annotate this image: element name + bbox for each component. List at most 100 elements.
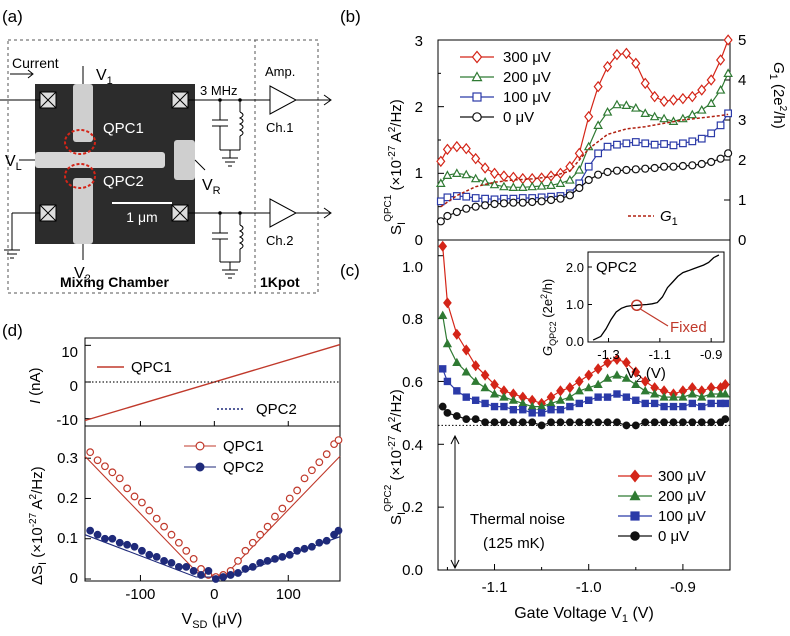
d-bottom-series-1-point-6	[130, 542, 139, 551]
b-legend-100: 100 μV	[503, 89, 551, 106]
b-series-3-point-2	[452, 207, 461, 217]
c-ytick-4: 0.8	[402, 311, 423, 328]
b-series-1-point-0	[436, 178, 446, 187]
b-legend-marker-3	[472, 112, 482, 122]
c-series-2-point-18	[603, 393, 612, 401]
b-series-3-point-20	[622, 165, 631, 175]
d-bottom-series-0-point-3	[108, 468, 117, 477]
c-series-1-point-16	[584, 382, 594, 392]
d-bottom-series-1-point-15	[197, 571, 205, 579]
d-bottom-series-1-point-29	[300, 544, 309, 553]
b-series-2-point-31	[724, 109, 733, 118]
d-bottom-series-0-point-20	[234, 556, 242, 565]
b-y2tick-5: 5	[738, 32, 746, 49]
c-series-3-point-1	[443, 408, 452, 417]
gate-v1	[73, 84, 93, 142]
c-series-1-point-23	[650, 389, 660, 398]
d-bottom-series-0-point-34	[334, 436, 343, 444]
c-series-3-point-13	[556, 418, 565, 427]
c-legend-marker-0	[629, 469, 641, 483]
d-bot-ytick-2: 0.2	[57, 490, 78, 507]
d-bot-ytick-3: 0.3	[57, 450, 78, 467]
d-top-ytick-1: 0	[70, 378, 78, 395]
b-series-2-point-5	[481, 194, 489, 203]
qpc1-marker	[64, 129, 96, 155]
c-series-2-point-2	[453, 387, 461, 395]
c-series-1-point-18	[602, 373, 613, 382]
b-legend-0: 0 μV	[503, 109, 534, 126]
b-series-1-point-18	[602, 106, 613, 116]
b-series-2-point-2	[452, 192, 461, 200]
d-bottom-series-1-point-27	[285, 550, 294, 559]
c-series-2-point-15	[575, 399, 583, 408]
b-series-0-point-30	[716, 54, 726, 66]
amp-label: Amp.	[265, 64, 295, 79]
d-bottom-series-1-point-32	[322, 536, 331, 545]
d-bottom-series-1-point-0	[86, 526, 95, 535]
c-series-1-point-27	[687, 389, 697, 398]
b-ytick-1: 1	[415, 165, 423, 182]
1kpot-box	[254, 39, 319, 294]
b-series-3-point-12	[546, 195, 556, 205]
b-y2tick-2: 2	[738, 152, 746, 169]
b-series-1-point-19	[612, 99, 622, 109]
d-bot-ytick-1: 0.1	[57, 530, 78, 547]
b-series-2-point-18	[603, 142, 612, 151]
b-series-3-point-30	[716, 154, 725, 163]
d-bottom-series-0-point-25	[271, 512, 279, 521]
current-label: Current	[12, 55, 59, 71]
c-series-0-point-20	[622, 356, 631, 369]
b-series-2-point-28	[697, 134, 706, 143]
b-series-0-point-29	[706, 74, 716, 86]
b-series-0-point-0	[436, 155, 446, 168]
d-legend2-qpc1: QPC1	[223, 438, 264, 455]
b-series-0-point-20	[621, 47, 631, 60]
b-series-3-point-4	[471, 202, 480, 211]
c-series-3-point-16	[584, 418, 593, 427]
b-series-1-point-31	[723, 68, 733, 77]
b-series-1-point-29	[706, 98, 716, 107]
b-series-1-point-10	[527, 181, 538, 191]
d-bottom-series-0-point-13	[182, 546, 191, 555]
c-series-2-point-23	[650, 399, 659, 408]
inset-ytick-0: 0.0	[566, 334, 584, 349]
c-legend-marker-1	[629, 490, 641, 501]
d-bottom-series-1-point-22	[248, 563, 257, 571]
b-series-0-point-1	[442, 143, 452, 156]
c-series-2-point-3	[462, 393, 470, 401]
c-series-2-point-10	[528, 409, 536, 417]
c-series-0-point-1	[443, 297, 452, 309]
v2-label: V2	[74, 265, 91, 285]
d-xtick-0: -100	[125, 586, 155, 603]
d-bottom-series-0-point-14	[189, 554, 198, 563]
d-bottom-series-1-point-28	[293, 546, 302, 555]
c-series-3-point-12	[547, 418, 555, 427]
b-series-3-point-23	[650, 163, 659, 173]
c-series-2-point-24	[660, 402, 668, 411]
c-series-2-point-27	[688, 399, 697, 408]
d-bottom-series-0-point-27	[285, 494, 294, 503]
c-series-3-point-24	[660, 418, 668, 427]
b-series-1-point-13	[555, 178, 566, 187]
c-xtick-0: -1.1	[482, 579, 508, 596]
c-series-3-point-28	[697, 418, 706, 427]
inset-xtick-2: -0.9	[700, 347, 722, 362]
b-series-0-point-25	[668, 94, 679, 106]
d-bottom-series-1-fit	[84, 534, 341, 578]
b-series-2-point-22	[641, 139, 650, 148]
b-series-3-point-13	[556, 194, 565, 203]
b-series-3-point-28	[697, 159, 706, 169]
d-legend-qpc1: QPC1	[131, 359, 172, 376]
c-series-0-point-4	[471, 360, 481, 372]
b-series-2-point-1	[443, 193, 452, 202]
d-bottom-series-0-point-32	[322, 450, 331, 459]
qpc1-label: QPC1	[103, 120, 144, 137]
d-xtick-2: 100	[276, 586, 301, 603]
b-series-0-point-2	[452, 140, 462, 153]
b-series-2-point-30	[716, 121, 725, 130]
c-series-1-point-28	[697, 392, 707, 401]
b-series-0-point-15	[574, 147, 584, 160]
c-series-0-point-2	[452, 328, 462, 340]
b-series-3-point-6	[490, 199, 499, 209]
b-series-2-point-21	[631, 138, 640, 146]
